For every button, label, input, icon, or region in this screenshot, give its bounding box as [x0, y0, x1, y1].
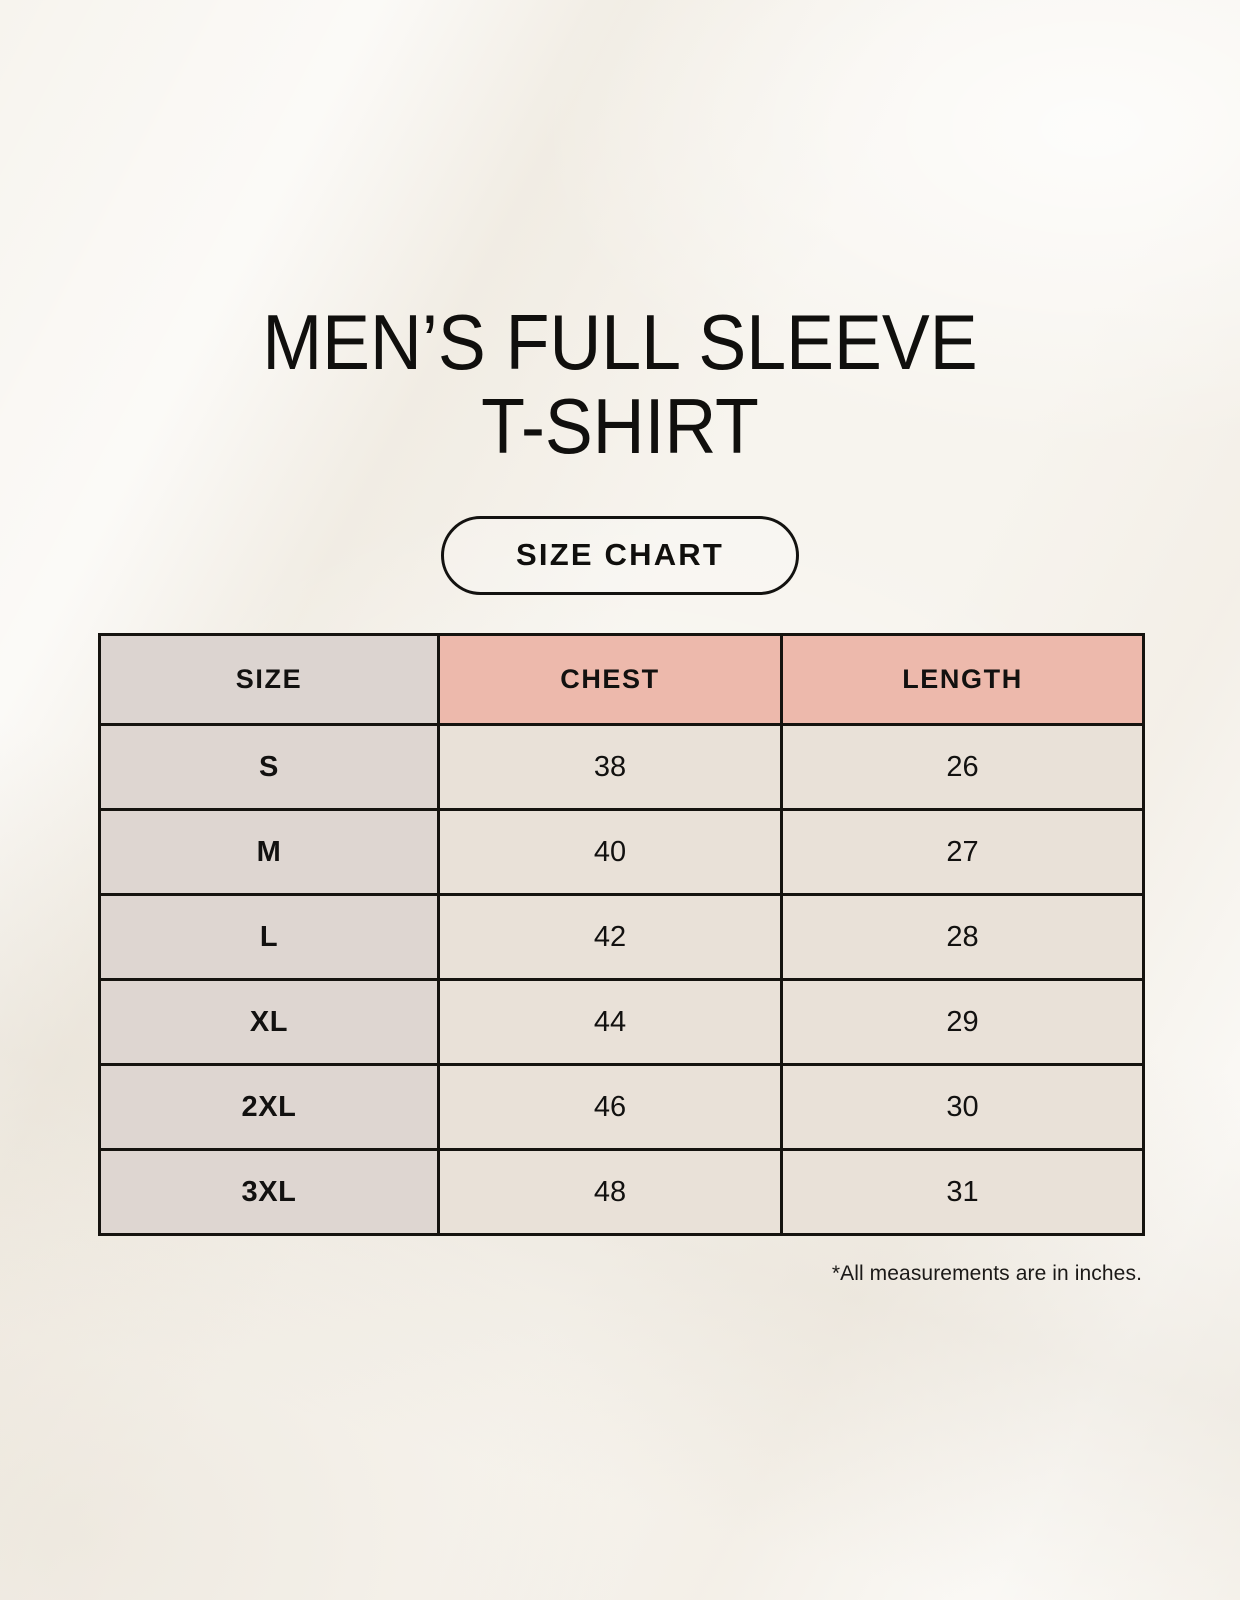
cell-size: M — [98, 808, 440, 896]
table-header: SIZE CHEST LENGTH — [98, 633, 1145, 726]
cell-length: 28 — [780, 893, 1145, 981]
page-title-line-2: T-SHIRT — [481, 382, 759, 470]
size-chart-badge: SIZE CHART — [441, 516, 799, 595]
column-header-length: LENGTH — [780, 633, 1145, 726]
cell-size: 2XL — [98, 1063, 440, 1151]
column-header-size: SIZE — [98, 633, 440, 726]
cell-length: 27 — [780, 808, 1145, 896]
cell-chest: 46 — [437, 1063, 783, 1151]
size-chart-table: SIZE CHEST LENGTH S 38 26 M 40 27 L — [98, 633, 1145, 1236]
table-row: M 40 27 — [98, 808, 1145, 896]
cell-length: 31 — [780, 1148, 1145, 1236]
measurement-units-note: *All measurements are in inches. — [831, 1262, 1142, 1285]
cell-chest: 38 — [437, 723, 783, 811]
cell-chest: 42 — [437, 893, 783, 981]
column-header-chest: CHEST — [437, 633, 783, 726]
cell-length: 29 — [780, 978, 1145, 1066]
cell-size: S — [98, 723, 440, 811]
table-row: 2XL 46 30 — [98, 1063, 1145, 1151]
size-chart-table-container: SIZE CHEST LENGTH S 38 26 M 40 27 L — [98, 633, 1145, 1236]
size-chart-badge-container: SIZE CHART — [0, 516, 1240, 595]
cell-chest: 44 — [437, 978, 783, 1066]
table-row: S 38 26 — [98, 723, 1145, 811]
page-title-line-1: MEN’S FULL SLEEVE — [262, 298, 978, 386]
cell-size: XL — [98, 978, 440, 1066]
cell-chest: 48 — [437, 1148, 783, 1236]
cell-size: L — [98, 893, 440, 981]
table-row: XL 44 29 — [98, 978, 1145, 1066]
table-row: L 42 28 — [98, 893, 1145, 981]
cell-size: 3XL — [98, 1148, 440, 1236]
page-title: MEN’S FULL SLEEVE T-SHIRT — [0, 303, 1240, 465]
cell-length: 26 — [780, 723, 1145, 811]
table-header-row: SIZE CHEST LENGTH — [98, 633, 1145, 726]
cell-chest: 40 — [437, 808, 783, 896]
table-row: 3XL 48 31 — [98, 1148, 1145, 1236]
cell-length: 30 — [780, 1063, 1145, 1151]
table-body: S 38 26 M 40 27 L 42 28 XL 44 29 — [98, 723, 1145, 1236]
